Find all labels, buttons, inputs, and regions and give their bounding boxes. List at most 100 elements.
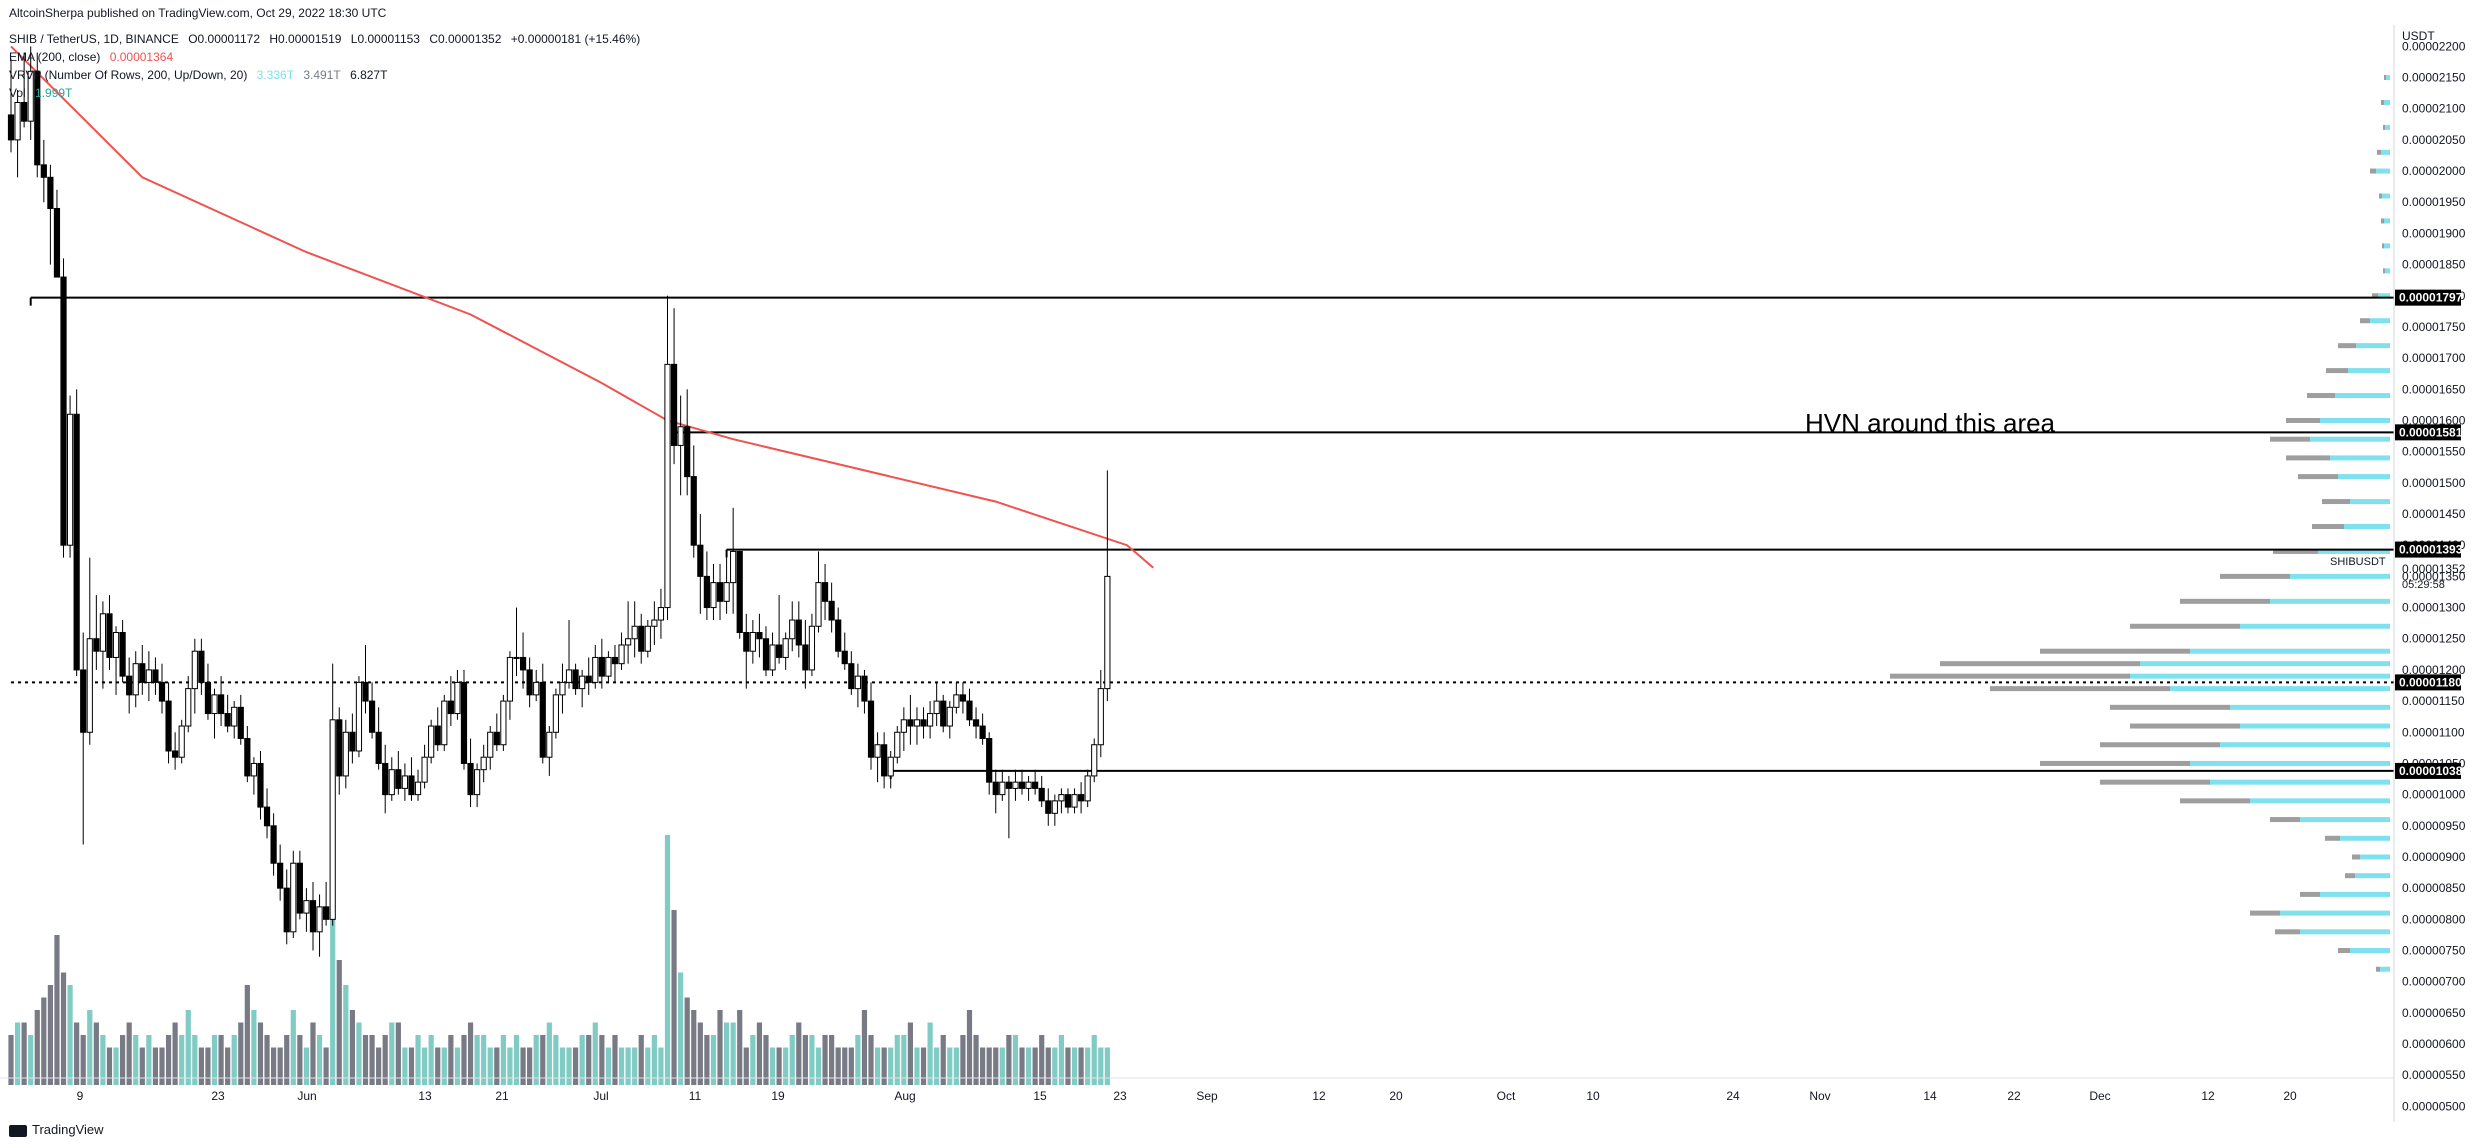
candle-body[interactable] <box>979 725 986 740</box>
candle-body[interactable] <box>362 681 369 702</box>
candle-body[interactable] <box>933 700 940 715</box>
candle-body[interactable] <box>178 725 185 758</box>
candle-body[interactable] <box>428 725 435 758</box>
candle-body[interactable] <box>414 781 422 796</box>
candle-body[interactable] <box>874 744 881 758</box>
candle-body[interactable] <box>867 700 875 758</box>
candle-body[interactable] <box>651 619 658 627</box>
candle-body[interactable] <box>828 600 835 621</box>
price-level-badge[interactable] <box>2395 289 2461 306</box>
candle-body[interactable] <box>690 476 697 546</box>
candle-body[interactable] <box>716 582 724 602</box>
candle-body[interactable] <box>1058 794 1065 802</box>
candle-body[interactable] <box>677 426 684 446</box>
candle-body[interactable] <box>217 694 225 715</box>
candle-body[interactable] <box>27 70 34 122</box>
candle-body[interactable] <box>224 713 231 727</box>
candle-body[interactable] <box>1051 800 1058 814</box>
candle-body[interactable] <box>585 675 592 683</box>
candle-body[interactable] <box>86 638 93 733</box>
symbol-name[interactable]: SHIB / TetherUS, 1D, BINANCE <box>9 32 179 46</box>
candle-body[interactable] <box>821 582 829 602</box>
price-level-badge[interactable] <box>2395 762 2461 779</box>
candle-body[interactable] <box>986 738 993 783</box>
candle-body[interactable] <box>467 762 474 796</box>
candle-body[interactable] <box>329 719 336 920</box>
candle-body[interactable] <box>382 762 389 796</box>
candle-body[interactable] <box>152 669 159 683</box>
candle-body[interactable] <box>999 781 1006 796</box>
candle-body[interactable] <box>231 706 238 727</box>
candle-body[interactable] <box>1084 775 1091 802</box>
candle-body[interactable] <box>808 625 816 671</box>
candle-body[interactable] <box>1012 781 1019 789</box>
candle-body[interactable] <box>736 550 743 634</box>
candle-body[interactable] <box>519 656 527 671</box>
candle-body[interactable] <box>782 638 789 658</box>
candle-body[interactable] <box>887 756 894 777</box>
candle-body[interactable] <box>552 694 559 733</box>
candle-body[interactable] <box>572 669 579 690</box>
candle-body[interactable] <box>132 663 139 696</box>
ema-legend[interactable]: EMA (200, close) 0.00001364 <box>9 50 179 65</box>
candle-body[interactable] <box>47 176 54 209</box>
candle-body[interactable] <box>34 70 41 166</box>
candle-body[interactable] <box>1064 794 1072 808</box>
candle-body[interactable] <box>972 719 980 727</box>
candle-body[interactable] <box>1025 781 1032 789</box>
candle-body[interactable] <box>60 276 67 546</box>
candle-body[interactable] <box>119 632 126 677</box>
candle-body[interactable] <box>703 575 710 609</box>
candle-body[interactable] <box>900 719 907 733</box>
vrvp-legend[interactable]: VRVP (Number Of Rows, 200, Up/Down, 20) … <box>9 68 393 83</box>
candle-body[interactable] <box>250 762 258 777</box>
candle-body[interactable] <box>277 862 284 889</box>
candle-body[interactable] <box>730 550 737 584</box>
candle-body[interactable] <box>539 681 546 758</box>
candle-body[interactable] <box>657 607 665 621</box>
candle-body[interactable] <box>966 700 973 721</box>
candle-body[interactable] <box>401 775 408 789</box>
candle-body[interactable] <box>454 681 461 715</box>
candle-body[interactable] <box>670 363 678 446</box>
candle-body[interactable] <box>894 731 901 758</box>
candle-body[interactable] <box>421 756 428 783</box>
candle-body[interactable] <box>795 619 802 646</box>
candle-body[interactable] <box>106 613 113 658</box>
candle-body[interactable] <box>1104 575 1111 690</box>
candle-body[interactable] <box>946 706 953 727</box>
candle-body[interactable] <box>592 656 599 683</box>
candle-body[interactable] <box>342 731 349 777</box>
candle-body[interactable] <box>559 681 566 696</box>
tradingview-footer[interactable]: TradingView <box>9 1122 104 1137</box>
candle-body[interactable] <box>395 769 402 789</box>
candle-body[interactable] <box>349 731 356 752</box>
candle-body[interactable] <box>1018 781 1026 789</box>
candle-body[interactable] <box>749 632 756 652</box>
candle-body[interactable] <box>145 669 152 683</box>
candle-body[interactable] <box>53 207 61 278</box>
candle-body[interactable] <box>73 413 80 671</box>
candle-body[interactable] <box>316 906 323 933</box>
candle-body[interactable] <box>756 632 763 640</box>
candle-body[interactable] <box>697 544 704 577</box>
candle-body[interactable] <box>290 862 297 933</box>
candle-body[interactable] <box>1097 688 1104 746</box>
candle-body[interactable] <box>336 719 343 777</box>
candle-body[interactable] <box>953 694 960 708</box>
candle-body[interactable] <box>513 656 520 659</box>
candle-body[interactable] <box>309 900 317 933</box>
candle-body[interactable] <box>625 638 632 646</box>
candle-body[interactable] <box>861 675 868 702</box>
candle-body[interactable] <box>112 632 120 658</box>
candle-body[interactable] <box>303 900 310 914</box>
candle-body[interactable] <box>769 644 776 671</box>
candle-body[interactable] <box>618 644 625 665</box>
candle-body[interactable] <box>244 738 251 777</box>
candle-body[interactable] <box>441 700 448 746</box>
candle-body[interactable] <box>480 756 487 771</box>
candle-body[interactable] <box>14 101 21 141</box>
candle-body[interactable] <box>500 700 507 746</box>
price-level-badge[interactable] <box>2395 541 2461 558</box>
